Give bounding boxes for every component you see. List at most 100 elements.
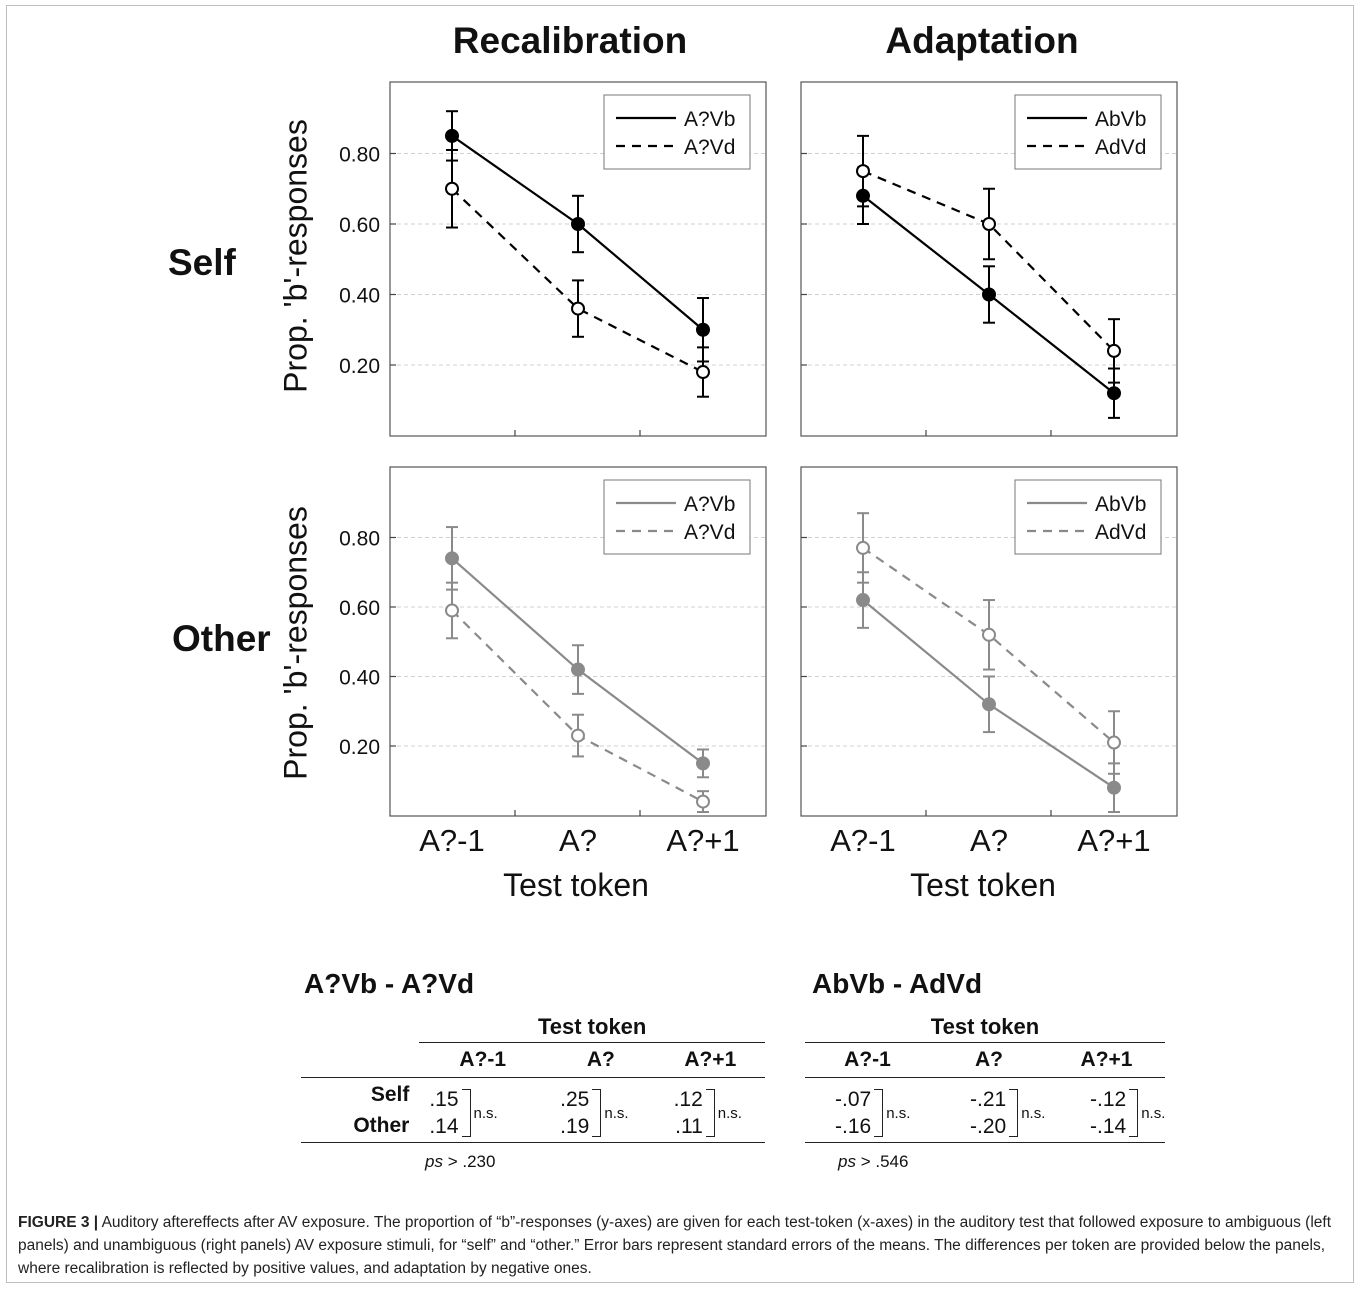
ns-label: n.s. <box>717 1104 742 1122</box>
data-point <box>571 301 585 316</box>
series-line-AdVd <box>862 547 1115 744</box>
y-tick-label: 0.20 <box>339 355 380 378</box>
value-self: .25 <box>560 1088 590 1111</box>
figure-caption: FIGURE 3 | Auditory aftereffects after A… <box>18 1211 1343 1280</box>
data-point <box>571 662 585 677</box>
value-other: .14 <box>429 1115 459 1138</box>
legend-label: AdVd <box>1095 521 1146 544</box>
data-point <box>856 540 870 555</box>
caption-label: FIGURE 3 | <box>18 1214 99 1231</box>
x-tick-label: A?-1 <box>419 823 484 858</box>
x-axis-label-left: Test token <box>503 867 649 903</box>
column-title-adaptation: Adaptation <box>885 20 1079 61</box>
table-row-labels: Self Other <box>301 1077 420 1143</box>
legend-box <box>1014 94 1162 170</box>
table-cell: .12 .11 n.s. <box>655 1077 765 1143</box>
p-value-right: ps > .546 <box>838 1152 909 1171</box>
value-self: -.21 <box>970 1088 1007 1111</box>
legend-label: A?Vb <box>684 493 735 516</box>
legend-label: A?Vd <box>684 136 735 159</box>
column-title-recalibration: Recalibration <box>452 20 688 61</box>
figure-frame <box>6 5 1354 1283</box>
data-point <box>982 287 996 302</box>
data-point <box>571 728 585 743</box>
data-point <box>445 551 459 566</box>
data-point <box>571 217 585 231</box>
y-tick-label: 0.60 <box>339 214 380 237</box>
bracket <box>461 1089 471 1137</box>
plot-frame <box>800 466 1178 817</box>
data-point <box>1107 343 1121 358</box>
data-point <box>856 593 870 608</box>
y-tick-label: 0.80 <box>339 528 380 551</box>
value-self: .12 <box>673 1088 703 1111</box>
table-group-header: Test token <box>419 1012 765 1043</box>
table-cell: -.21 -.20 n.s. <box>930 1077 1048 1143</box>
p-value-left: ps > .230 <box>425 1152 496 1171</box>
legend-box <box>1014 479 1162 555</box>
bracket <box>1129 1089 1139 1137</box>
value-self: -.07 <box>835 1088 872 1111</box>
ns-label: n.s. <box>604 1104 629 1122</box>
table-cell: -.07 -.16 n.s. <box>805 1077 930 1143</box>
legend-box <box>603 94 751 170</box>
legend-label: A?Vb <box>684 108 735 131</box>
data-point <box>982 627 996 642</box>
x-tick-label: A? <box>970 823 1008 858</box>
table-col-header: A?-1 <box>419 1042 547 1078</box>
legend-label: AdVd <box>1095 136 1146 159</box>
table-cell: .15 .14 n.s. <box>419 1077 547 1143</box>
bracket <box>1009 1089 1019 1137</box>
data-point <box>1107 386 1121 401</box>
x-tick-label: A?+1 <box>666 823 739 858</box>
difference-table-left: Test token A?-1 A? A?+1 Self Other .15.1… <box>301 1012 765 1143</box>
ns-label: n.s. <box>1021 1104 1046 1122</box>
row-title-self: Self <box>168 242 236 283</box>
value-other: .19 <box>560 1115 590 1138</box>
table-cell: .25 .19 n.s. <box>546 1077 656 1143</box>
bracket <box>705 1089 715 1137</box>
table-col-header: A?-1 <box>805 1042 930 1078</box>
data-point <box>445 603 459 618</box>
data-point <box>1107 735 1121 750</box>
bracket <box>592 1089 602 1137</box>
plot-frame <box>800 81 1178 437</box>
plot-frame <box>389 466 767 817</box>
data-point <box>696 322 710 337</box>
legend-box <box>603 479 751 555</box>
table-title-right: AbVb - AdVd <box>812 968 983 999</box>
difference-table-right: Test token A?-1 A? A?+1 -.07 -.16 n.s. -.2… <box>805 1012 1165 1143</box>
x-tick-label: A?-1 <box>830 823 895 858</box>
plot-frame <box>389 81 767 437</box>
data-point <box>1107 780 1121 795</box>
y-tick-label: 0.60 <box>339 597 380 620</box>
table-col-header: A? <box>930 1042 1048 1078</box>
caption-text: Auditory aftereffects after AV exposure.… <box>18 1214 1332 1277</box>
x-tick-label: A?+1 <box>1077 823 1150 858</box>
ns-label: n.s. <box>886 1104 911 1122</box>
data-point <box>445 181 459 196</box>
value-other: -.16 <box>835 1115 872 1138</box>
data-point <box>982 217 996 231</box>
table-cell: -.12 -.14 n.s. <box>1048 1077 1166 1143</box>
y-tick-label: 0.80 <box>339 144 380 167</box>
data-point <box>982 697 996 712</box>
x-tick-label: A? <box>559 823 597 858</box>
table-col-header: A? <box>546 1042 656 1078</box>
value-self: -.12 <box>1090 1088 1127 1111</box>
data-point <box>856 164 870 179</box>
y-tick-label: 0.20 <box>339 736 380 759</box>
bracket <box>874 1089 884 1137</box>
legend-label: A?Vd <box>684 521 735 544</box>
value-other: .11 <box>675 1115 703 1138</box>
data-point <box>445 128 459 143</box>
row-label-other: Other <box>353 1114 410 1137</box>
ns-label: n.s. <box>1141 1104 1166 1122</box>
data-point <box>696 365 710 380</box>
value-self: .15 <box>429 1088 459 1111</box>
data-point <box>696 794 710 809</box>
value-other: -.14 <box>1090 1115 1127 1138</box>
y-tick-label: 0.40 <box>339 667 380 690</box>
table-title-left: A?Vb - A?Vd <box>304 968 475 999</box>
